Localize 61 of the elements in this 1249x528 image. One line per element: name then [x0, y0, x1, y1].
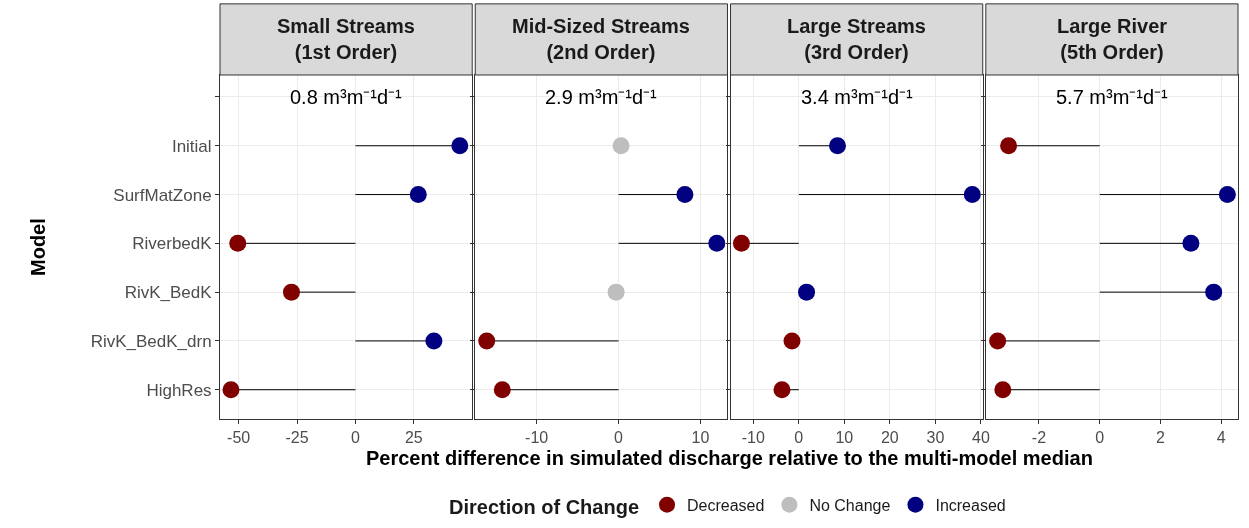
- x-tick-label: -25: [285, 429, 309, 447]
- y-axis-title: Model: [27, 218, 49, 276]
- chart-title: Large River (5th Order): [1057, 15, 1168, 63]
- y-tick-label: RiverbedK: [132, 234, 213, 254]
- point: [1218, 186, 1236, 204]
- point: [1205, 283, 1223, 301]
- x-tick-label: 0: [1095, 429, 1105, 447]
- x-tick-label: 25: [404, 429, 423, 447]
- point: [451, 137, 469, 155]
- x-tick-label: 2: [1156, 429, 1166, 447]
- x-axis-title: Percent difference in simulated discharge relative to the multi-model median: [366, 447, 1093, 469]
- y-tick-label: HighRes: [146, 380, 212, 400]
- chart-title: Small Streams (1st Order): [277, 15, 415, 63]
- annotation: 3.4 m³m⁻¹d⁻¹: [801, 86, 914, 108]
- x-tick-label: -10: [525, 429, 549, 447]
- point: [732, 234, 750, 252]
- point: [612, 137, 630, 155]
- annotation: 5.7 m³m⁻¹d⁻¹: [1056, 86, 1169, 108]
- y-tick-label: RivK_BedK_drn: [90, 331, 212, 351]
- legend-title: Direction of Change: [449, 495, 640, 518]
- point: [409, 186, 427, 204]
- point: [493, 381, 511, 399]
- point: [798, 283, 816, 301]
- y-tick-label: Initial: [171, 136, 212, 156]
- point: [1000, 137, 1018, 155]
- point: [676, 186, 694, 204]
- legend-label: Decreased: [687, 496, 765, 514]
- point: [229, 234, 247, 252]
- point: [222, 381, 240, 399]
- chart-title: Large Streams (3rd Order): [787, 15, 926, 63]
- point: [425, 332, 443, 350]
- legend-label: Increased: [935, 496, 1006, 514]
- point: [282, 283, 300, 301]
- x-tick-label: -10: [741, 429, 765, 447]
- point: [783, 332, 801, 350]
- point: [829, 137, 847, 155]
- annotation: 0.8 m³m⁻¹d⁻¹: [290, 86, 403, 108]
- point: [773, 381, 791, 399]
- point: [478, 332, 496, 350]
- annotation: 2.9 m³m⁻¹d⁻¹: [545, 86, 658, 108]
- x-tick-label: 0: [614, 429, 624, 447]
- point: [607, 283, 625, 301]
- chart-title: Mid-Sized Streams (2nd Order): [512, 15, 690, 63]
- x-tick-label: 20: [880, 429, 899, 447]
- point: [963, 186, 981, 204]
- x-tick-label: 40: [972, 429, 990, 447]
- x-tick-label: 30: [926, 429, 945, 447]
- x-tick-label: 10: [835, 429, 854, 447]
- x-tick-label: 10: [691, 429, 710, 447]
- x-tick-label: 4: [1216, 429, 1226, 447]
- x-tick-label: -50: [227, 429, 251, 447]
- legend-label: No Change: [809, 496, 891, 514]
- point: [994, 381, 1012, 399]
- x-tick-label: 0: [351, 429, 360, 447]
- point: [1182, 234, 1200, 252]
- x-tick-label: -2: [1031, 429, 1047, 447]
- point: [989, 332, 1007, 350]
- y-tick-label: SurfMatZone: [113, 185, 212, 205]
- x-tick-label: 0: [794, 429, 804, 447]
- y-tick-label: RivK_BedK: [124, 283, 213, 303]
- point: [708, 234, 726, 252]
